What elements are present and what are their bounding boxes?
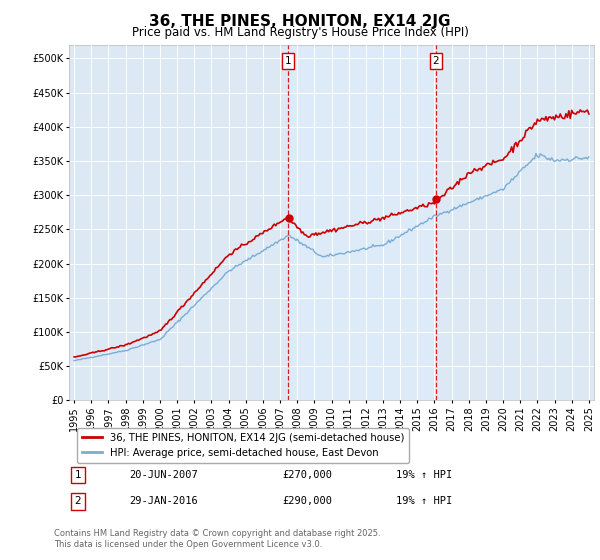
Text: Price paid vs. HM Land Registry's House Price Index (HPI): Price paid vs. HM Land Registry's House … — [131, 26, 469, 39]
Text: Contains HM Land Registry data © Crown copyright and database right 2025.
This d: Contains HM Land Registry data © Crown c… — [54, 529, 380, 549]
Text: 1: 1 — [74, 470, 82, 480]
Bar — [288, 45, 436, 400]
Text: 1: 1 — [285, 56, 292, 66]
Text: 36, THE PINES, HONITON, EX14 2JG: 36, THE PINES, HONITON, EX14 2JG — [149, 14, 451, 29]
Text: 20-JUN-2007: 20-JUN-2007 — [129, 470, 198, 480]
Text: £290,000: £290,000 — [282, 496, 332, 506]
Text: 29-JAN-2016: 29-JAN-2016 — [129, 496, 198, 506]
Text: 2: 2 — [433, 56, 439, 66]
Legend: 36, THE PINES, HONITON, EX14 2JG (semi-detached house), HPI: Average price, semi: 36, THE PINES, HONITON, EX14 2JG (semi-d… — [77, 428, 409, 463]
Text: 2: 2 — [74, 496, 82, 506]
Text: 19% ↑ HPI: 19% ↑ HPI — [396, 496, 452, 506]
Text: 19% ↑ HPI: 19% ↑ HPI — [396, 470, 452, 480]
Text: £270,000: £270,000 — [282, 470, 332, 480]
